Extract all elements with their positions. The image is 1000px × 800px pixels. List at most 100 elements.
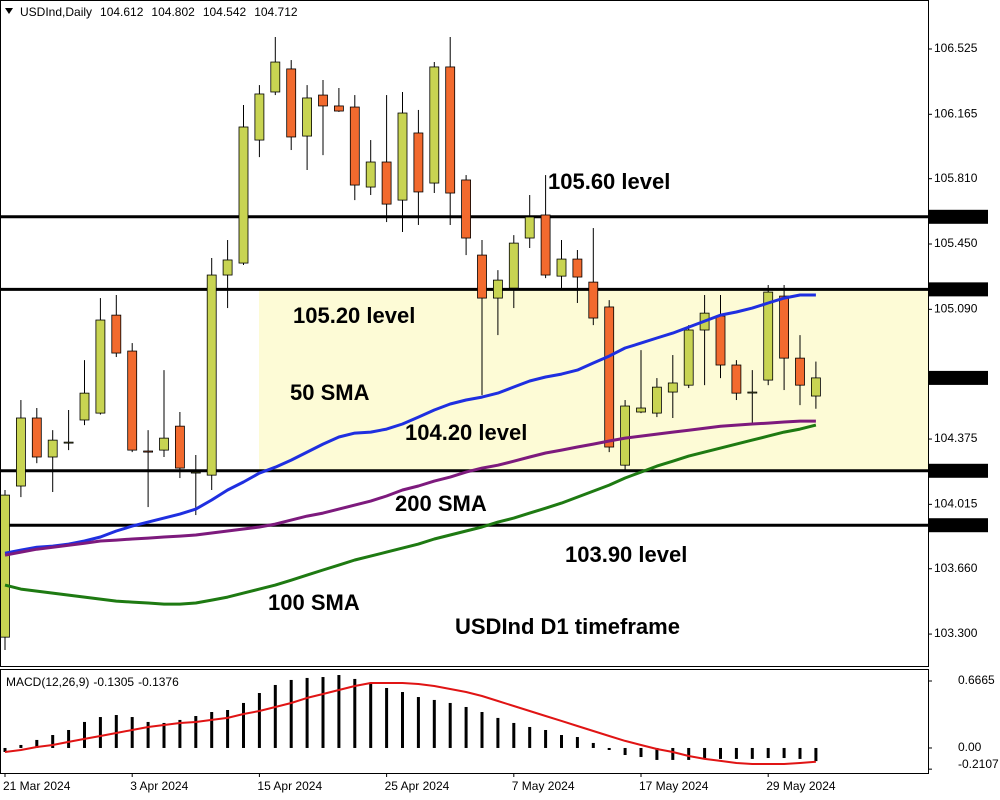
macd-bar — [448, 702, 452, 748]
x-tick-label: 15 Apr 2024 — [257, 779, 322, 793]
main-panel-frame — [0, 0, 929, 667]
candle-body — [731, 364, 742, 394]
macd-bar — [67, 729, 71, 748]
macd-bar — [194, 716, 198, 748]
level-label-box — [928, 209, 988, 224]
candle-body — [636, 407, 646, 413]
current-price-box — [928, 370, 988, 385]
candle-body — [302, 97, 313, 137]
macd-bar — [719, 747, 722, 759]
note-layer: 50 SMA 200 SMA 100 SMA 105.60 level 105.20 l… — [268, 169, 687, 639]
x-tick-label: 29 May 2024 — [766, 779, 836, 793]
x-tick-label: 3 Apr 2024 — [130, 779, 188, 793]
candle-body — [795, 357, 805, 386]
macd-bar — [687, 747, 691, 760]
macd-value: -0.1305 — [93, 675, 134, 689]
macd-bar — [798, 747, 802, 759]
y-tick-label: 104.015 — [934, 497, 978, 511]
y-tick-label: 105.090 — [934, 301, 978, 315]
level-label: 105.600 — [932, 209, 976, 223]
candle-body — [333, 105, 344, 112]
candle-body — [31, 417, 42, 458]
macd-bar — [337, 675, 341, 748]
level-label-box — [928, 282, 988, 297]
candle-body — [95, 319, 106, 414]
macd-bar — [432, 699, 436, 748]
sma-line — [4, 293, 816, 555]
candle-body — [15, 417, 26, 487]
macd-bar — [162, 722, 166, 748]
macd-bar — [19, 744, 23, 748]
macd-bar — [528, 726, 532, 748]
macd-name: MACD(12,26,9) — [6, 675, 89, 689]
macd-bar — [591, 742, 595, 748]
candle-body — [254, 93, 265, 141]
candle-body — [763, 291, 774, 381]
menu-triangle — [5, 8, 13, 14]
macd-signal-line — [4, 682, 816, 765]
macd-bar — [305, 677, 309, 748]
candle-body — [63, 441, 74, 444]
sma-label: 100 SMA — [268, 590, 360, 615]
macd-bar — [369, 682, 373, 748]
header-price: 104.612 — [100, 5, 144, 19]
header-price: 104.542 — [203, 5, 247, 19]
macd-bar — [51, 735, 55, 748]
header-symbol: USDInd,Daily — [20, 5, 92, 19]
candle-body — [0, 494, 10, 638]
current-price-label: 104.712 — [932, 370, 976, 384]
candle-body — [524, 216, 535, 239]
macd-bar — [242, 702, 245, 748]
candle-body — [508, 242, 519, 289]
macd-bar — [353, 678, 357, 748]
y-tick-label: 103.300 — [934, 626, 978, 640]
macd-panel-frame — [0, 669, 929, 774]
macd-bar — [416, 697, 420, 748]
macd-bar — [464, 706, 468, 748]
candle-body — [222, 259, 233, 276]
macd-bar — [782, 747, 786, 759]
candle-body — [492, 279, 503, 299]
candle-body — [715, 315, 726, 366]
macd-bar — [512, 722, 516, 748]
macd-bar — [766, 747, 770, 759]
candle-body — [47, 439, 58, 458]
macd-bar — [83, 721, 86, 748]
macd-bar — [655, 747, 659, 760]
candle-body — [620, 405, 630, 466]
macd-value: -0.1376 — [138, 675, 179, 689]
candle-body — [461, 179, 472, 239]
macd-bar — [575, 737, 579, 748]
level-label-box — [928, 463, 988, 478]
macd-bar — [480, 712, 484, 748]
sma-line — [4, 423, 817, 606]
macd-bar — [321, 677, 325, 748]
candle-body — [683, 329, 694, 386]
candle-body — [143, 450, 154, 453]
candle-body — [381, 161, 392, 205]
candle-body — [270, 61, 281, 93]
candle-body — [429, 66, 440, 184]
y-tick-label: 105.450 — [934, 236, 978, 250]
macd-header: MACD(12,26,9) -0.1305 -0.1376 — [6, 675, 179, 689]
macd-bar — [750, 747, 754, 759]
candle-body — [206, 274, 217, 476]
y-tick-label: 106.165 — [934, 106, 978, 120]
macd-bar — [289, 679, 293, 748]
candle-body — [111, 314, 122, 354]
candle-body — [477, 254, 487, 299]
chart-header: USDInd,Daily 104.612 104.802 104.542 104.712 — [20, 5, 298, 19]
macd-bar — [814, 747, 818, 762]
level-label: 104.200 — [932, 463, 976, 477]
candle-body — [238, 126, 249, 264]
candle-body — [604, 306, 615, 448]
candle-body — [413, 132, 424, 193]
macd-bar — [273, 684, 277, 748]
sma-line — [4, 419, 816, 557]
macd-bar — [98, 717, 102, 748]
macd-bar — [3, 747, 7, 752]
macd-bar — [607, 747, 611, 750]
sma-label: 50 SMA — [290, 380, 370, 405]
candle-body — [667, 382, 678, 393]
